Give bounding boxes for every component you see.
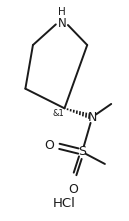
Text: &1: &1: [52, 109, 64, 118]
Text: H: H: [58, 7, 66, 17]
Text: O: O: [68, 183, 78, 196]
Text: N: N: [88, 110, 97, 124]
Text: O: O: [44, 139, 54, 152]
Text: S: S: [78, 145, 86, 158]
Text: N: N: [58, 17, 66, 30]
Text: HCl: HCl: [53, 197, 76, 210]
